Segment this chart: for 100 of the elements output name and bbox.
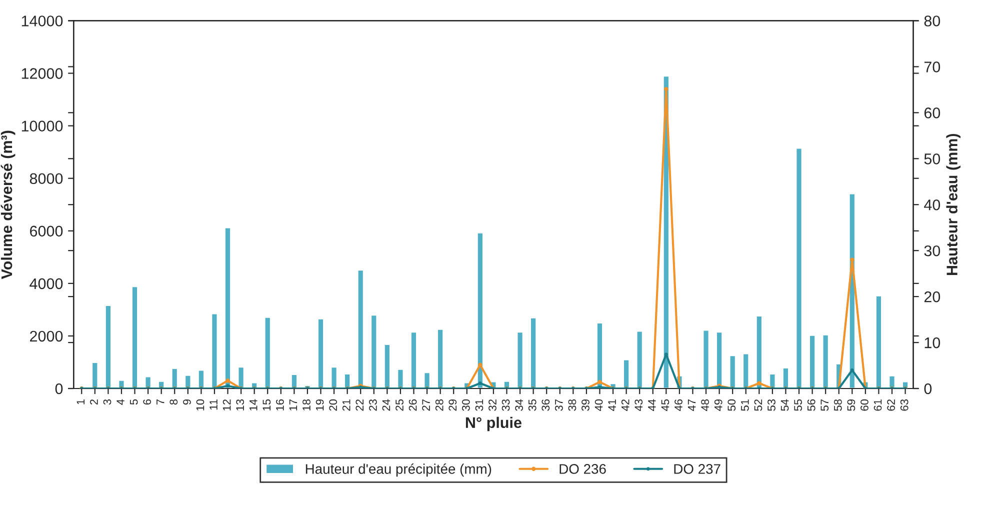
x-tick-label: 8 (170, 399, 178, 405)
x-tick-label: 46 (674, 399, 682, 412)
x-tick-label: 33 (502, 399, 510, 411)
x-tick-label: 13 (236, 399, 244, 410)
bar (822, 334, 830, 388)
x-tick-label: 55 (794, 399, 802, 411)
x-tick-label: 9 (183, 399, 191, 405)
bar (330, 366, 338, 388)
x-tick-label: 3 (103, 399, 112, 405)
x-tick-label: 53 (768, 399, 776, 411)
bar (198, 369, 205, 388)
bar (875, 294, 882, 388)
x-tick-label: 15 (262, 399, 271, 410)
x-tick-label: 45 (661, 399, 670, 412)
x-tick-label: 44 (648, 399, 656, 412)
x-tick-label: 19 (316, 399, 324, 410)
bar (423, 372, 431, 388)
x-tick-label: 29 (448, 399, 457, 411)
bar (596, 322, 604, 388)
bar (702, 329, 710, 388)
bar (742, 352, 750, 388)
bar (317, 318, 324, 388)
x-tick-label: 61 (874, 399, 882, 411)
bar (370, 314, 378, 388)
y2-tick-label: 60 (924, 108, 940, 118)
x-tick-label: 54 (780, 399, 789, 411)
x-tick-label: 40 (594, 399, 603, 412)
x-tick-label: 16 (276, 399, 284, 410)
x-tick-label: 47 (688, 399, 696, 412)
x-axis-title: N° pluie (466, 416, 522, 432)
bar (131, 286, 138, 388)
y-tick-label: 12000 (22, 68, 63, 79)
x-tick-label: 50 (728, 399, 736, 411)
legend-label: DO 237 (674, 464, 720, 474)
y-tick-label: 14000 (22, 16, 63, 26)
x-tick-label: 43 (634, 399, 643, 412)
x-tick-label: 20 (329, 399, 338, 411)
y2-tick-label: 10 (924, 337, 940, 348)
y2-tick-label: 40 (924, 199, 940, 210)
x-tick-label: 59 (847, 399, 856, 411)
x-tick-label: 4 (116, 399, 124, 405)
x-tick-label: 36 (542, 399, 550, 411)
x-tick-label: 39 (582, 399, 590, 411)
bar (530, 317, 537, 388)
x-tick-label: 62 (887, 399, 895, 411)
y2-tick-label: 70 (924, 62, 940, 72)
y2-tick-label: 0 (924, 383, 932, 394)
x-tick-label: 48 (701, 399, 709, 412)
y-tick-label: 8000 (30, 173, 63, 184)
bar (728, 354, 736, 388)
x-tick-label: 12 (222, 399, 231, 410)
x-tick-label: 56 (807, 399, 816, 411)
x-tick-label: 22 (356, 399, 364, 411)
bar (410, 331, 418, 388)
bar (636, 330, 644, 388)
x-tick-label: 2 (90, 399, 98, 405)
y-axis-title: Volume déversé (m³) (0, 130, 16, 280)
y2-tick-label: 50 (924, 154, 940, 164)
x-tick-label: 17 (289, 399, 298, 410)
x-tick-label: 24 (382, 399, 390, 411)
x-tick-label: 10 (196, 399, 204, 410)
x-tick-label: 26 (408, 399, 417, 411)
x-tick-label: 32 (488, 399, 496, 411)
x-tick-label: 11 (210, 399, 218, 410)
y2-tick-label: 30 (924, 245, 940, 256)
y2-axis-title: Hauteur d'eau (mm) (946, 134, 960, 276)
x-tick-label: 63 (900, 399, 908, 411)
bar (383, 344, 391, 388)
y-tick-label: 4000 (30, 278, 63, 290)
bar (396, 368, 404, 388)
x-tick-label: 30 (462, 399, 470, 411)
y-tick-label: 6000 (30, 226, 63, 237)
x-tick-label: 34 (515, 399, 524, 411)
bar (622, 358, 630, 388)
bar (210, 312, 218, 388)
x-tick-label: 60 (860, 399, 868, 411)
bar (104, 304, 112, 388)
bar (237, 366, 245, 388)
y2-tick-label: 80 (924, 16, 940, 26)
bar (808, 334, 816, 388)
x-tick-label: 41 (608, 399, 616, 412)
bar (264, 316, 272, 388)
x-tick-label: 42 (621, 399, 630, 412)
y-tick-label: 2000 (30, 330, 63, 342)
x-tick-label: 14 (250, 399, 258, 410)
y-tick-label: 0 (55, 383, 63, 394)
x-tick-label: 51 (741, 399, 749, 411)
x-tick-label: 49 (714, 399, 722, 412)
bar (170, 368, 178, 388)
bar (755, 315, 763, 388)
legend-label: DO 236 (560, 464, 606, 474)
x-tick-label: 52 (754, 399, 762, 411)
bar (782, 367, 790, 388)
bar (436, 328, 444, 388)
x-tick-label: 38 (568, 399, 576, 411)
x-tick-label: 28 (435, 399, 444, 411)
bar (795, 147, 803, 388)
bar (91, 362, 99, 388)
bar (224, 226, 232, 388)
x-tick-label: 31 (475, 399, 484, 411)
